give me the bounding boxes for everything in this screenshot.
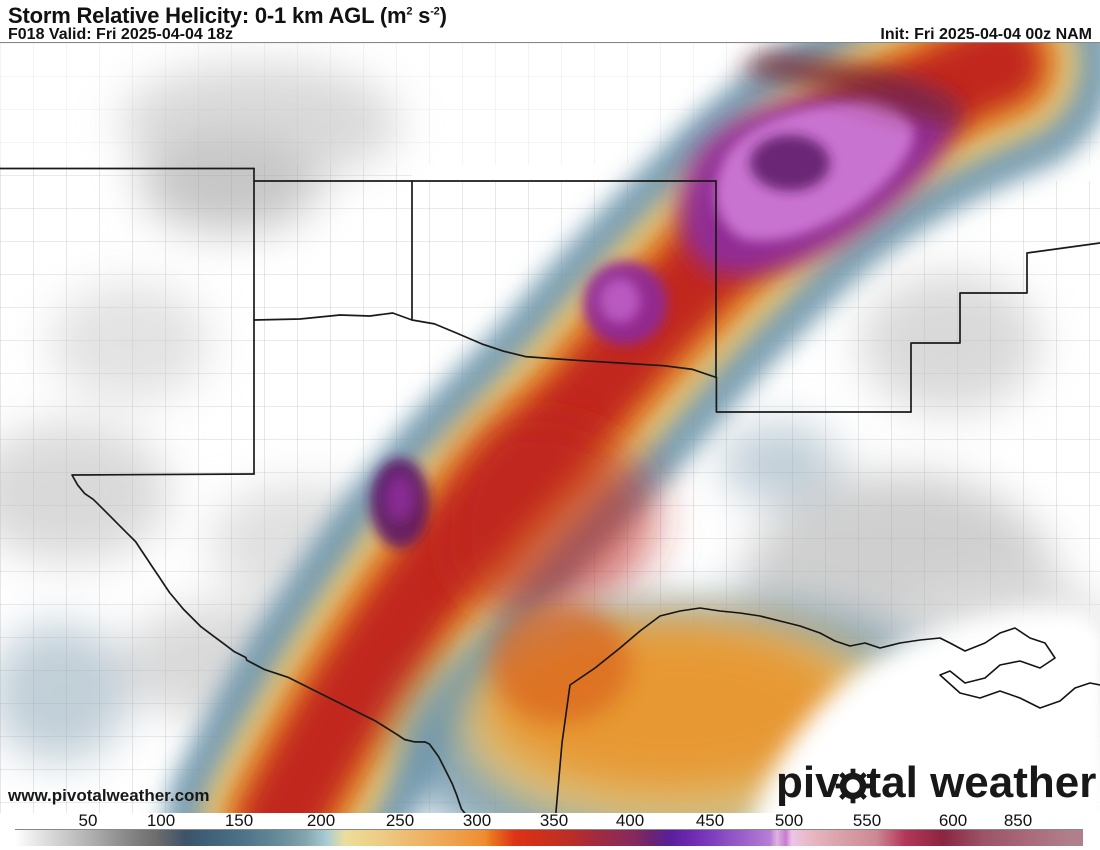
svg-text:piv: piv xyxy=(776,759,840,807)
svg-text:tal weather: tal weather xyxy=(867,759,1097,807)
